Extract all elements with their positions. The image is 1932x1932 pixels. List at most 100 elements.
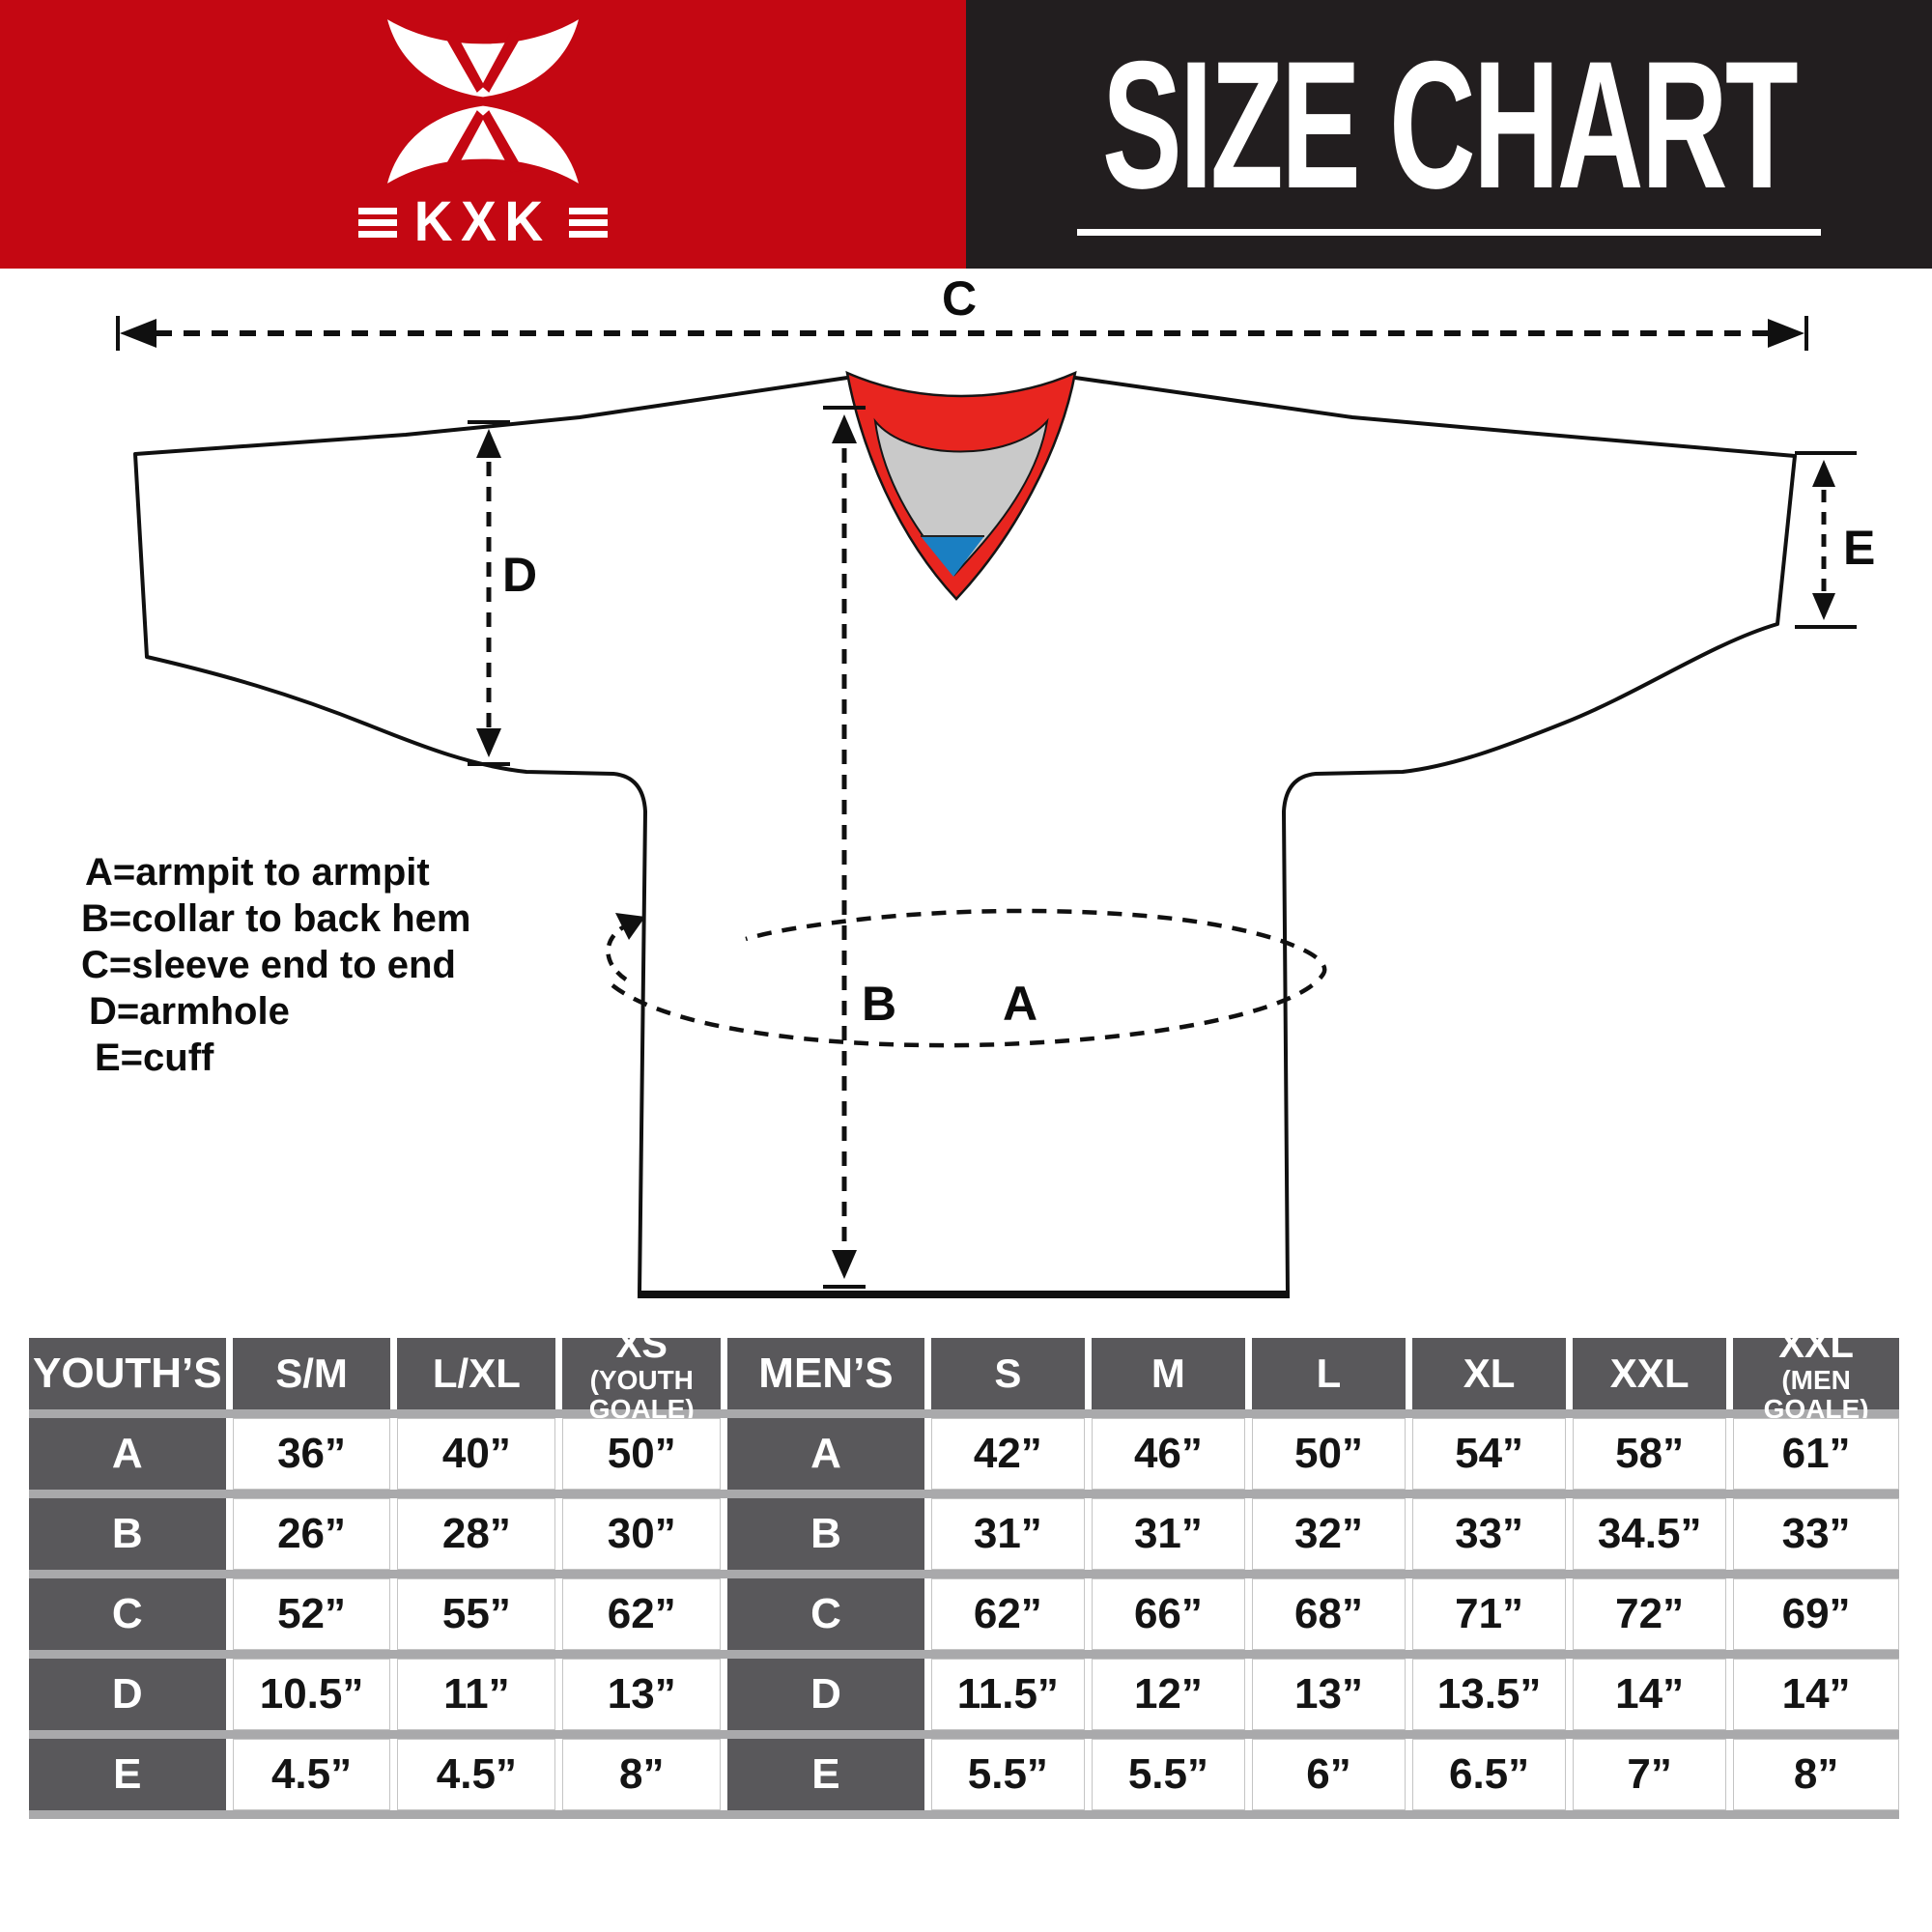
men-value-cell: 42” (930, 1418, 1085, 1490)
triple-bar-icon (568, 207, 608, 238)
collar (845, 370, 1077, 601)
jersey-measure-diagram: C D B E A A=armpit to (0, 269, 1932, 1336)
measure-legend: A=armpit to armpit B=collar to back hem … (81, 851, 470, 1079)
men-value-cell: 5.5” (930, 1739, 1085, 1810)
men-value-cell: 33” (1412, 1498, 1567, 1570)
measurement-row: B 26” 28” 30” B 31” 31” 32” 33” 34.5” 33… (29, 1498, 1899, 1570)
row-label-men: B (727, 1498, 924, 1570)
men-value-cell: 31” (930, 1498, 1085, 1570)
men-value-cell: 6” (1251, 1739, 1406, 1810)
row-separator (29, 1570, 1899, 1578)
header-goalie-note: (YOUTH (589, 1364, 694, 1395)
header-cell-men-xl: XL (1412, 1338, 1567, 1409)
legend-e: E=cuff (95, 1037, 214, 1079)
row-separator (29, 1650, 1899, 1659)
men-value-cell: 50” (1251, 1418, 1406, 1490)
jersey-diagram-svg: C D B E A A=armpit to (81, 271, 1875, 1298)
header-cell-men-xxl: XXL (1573, 1338, 1727, 1409)
header-cell-men-l: L (1251, 1338, 1406, 1409)
youth-value-cell: 40” (397, 1418, 556, 1490)
youth-value-cell: 4.5” (397, 1739, 556, 1810)
men-value-cell: 68” (1251, 1578, 1406, 1650)
row-label-men: A (727, 1418, 924, 1490)
header-cell-youth-group: YOUTH’S (29, 1338, 226, 1409)
men-value-cell: 34.5” (1573, 1498, 1727, 1570)
row-label-youth: A (29, 1418, 226, 1490)
youth-value-cell: 4.5” (232, 1739, 391, 1810)
header-cell-youth-lxl: L/XL (397, 1338, 556, 1409)
men-value-cell: 58” (1573, 1418, 1727, 1490)
men-value-cell: 13” (1251, 1659, 1406, 1730)
kxk-logo-icon (387, 19, 579, 184)
row-separator (29, 1409, 1899, 1418)
legend-a: A=armpit to armpit (85, 851, 430, 894)
row-separator (29, 1730, 1899, 1739)
page-title: SIZE CHART (1101, 22, 1799, 226)
legend-b: B=collar to back hem (81, 897, 470, 940)
arrowhead-down-icon (832, 1250, 857, 1279)
youth-value-cell: 28” (397, 1498, 556, 1570)
legend-d: D=armhole (89, 990, 290, 1033)
triple-bar-icon (358, 207, 398, 238)
arrowhead-left-icon (120, 319, 156, 348)
men-value-cell: 32” (1251, 1498, 1406, 1570)
youth-value-cell: 30” (562, 1498, 722, 1570)
legend-c: C=sleeve end to end (81, 944, 456, 986)
brand-name: KXK (414, 190, 552, 253)
youth-value-cell: 26” (232, 1498, 391, 1570)
collar-blue-insert (921, 536, 984, 577)
header-cell-youth-sm: S/M (232, 1338, 391, 1409)
arrowhead-up-icon (832, 414, 857, 443)
header-goalie-note: (MEN (1781, 1364, 1851, 1395)
label-b: B (862, 977, 896, 1031)
measure-ellipse-a (606, 908, 1327, 1048)
measure-arrow-d (468, 420, 510, 766)
header-cell-men-m: M (1091, 1338, 1245, 1409)
men-value-cell: 11.5” (930, 1659, 1085, 1730)
row-label-men: D (727, 1659, 924, 1730)
youth-value-cell: 10.5” (232, 1659, 391, 1730)
youth-value-cell: 11” (397, 1659, 556, 1730)
men-value-cell: 62” (930, 1578, 1085, 1650)
youth-value-cell: 62” (562, 1578, 722, 1650)
brand-panel: KXK (0, 0, 966, 269)
brand-row: KXK (345, 194, 620, 250)
men-value-cell: 31” (1091, 1498, 1245, 1570)
row-label-youth: E (29, 1739, 226, 1810)
men-value-cell: 72” (1573, 1578, 1727, 1650)
men-value-cell: 8” (1733, 1739, 1899, 1810)
arrowhead-up-icon (1812, 460, 1835, 487)
collar-inner-gray (873, 417, 1049, 577)
men-value-cell: 66” (1091, 1578, 1245, 1650)
header-cell-men-group: MEN’S (727, 1338, 924, 1409)
label-d: D (502, 548, 537, 602)
men-value-cell: 54” (1412, 1418, 1567, 1490)
men-value-cell: 69” (1733, 1578, 1899, 1650)
row-label-youth: C (29, 1578, 226, 1650)
label-e: E (1843, 521, 1875, 575)
men-value-cell: 12” (1091, 1659, 1245, 1730)
header-cell-men-s: S (930, 1338, 1085, 1409)
youth-value-cell: 8” (562, 1739, 722, 1810)
measurement-row: C 52” 55” 62” C 62” 66” 68” 71” 72” 69” (29, 1578, 1899, 1650)
row-label-men: C (727, 1578, 924, 1650)
arrowhead-curl-icon (615, 913, 645, 940)
row-separator (29, 1810, 1899, 1819)
men-value-cell: 7” (1573, 1739, 1727, 1810)
men-value-cell: 61” (1733, 1418, 1899, 1490)
youth-value-cell: 55” (397, 1578, 556, 1650)
label-c: C (942, 271, 977, 326)
measure-arrow-b (823, 406, 866, 1289)
men-value-cell: 13.5” (1412, 1659, 1567, 1730)
measurement-row: E 4.5” 4.5” 8” E 5.5” 5.5” 6” 6.5” 7” 8” (29, 1739, 1899, 1810)
men-value-cell: 46” (1091, 1418, 1245, 1490)
row-label-men: E (727, 1739, 924, 1810)
arrowhead-down-icon (1812, 593, 1835, 620)
men-value-cell: 33” (1733, 1498, 1899, 1570)
measurement-row: D 10.5” 11” 13” D 11.5” 12” 13” 13.5” 14… (29, 1659, 1899, 1730)
men-value-cell: 14” (1573, 1659, 1727, 1730)
header: KXK SIZE CHART (0, 0, 1932, 269)
men-value-cell: 6.5” (1412, 1739, 1567, 1810)
youth-value-cell: 36” (232, 1418, 391, 1490)
